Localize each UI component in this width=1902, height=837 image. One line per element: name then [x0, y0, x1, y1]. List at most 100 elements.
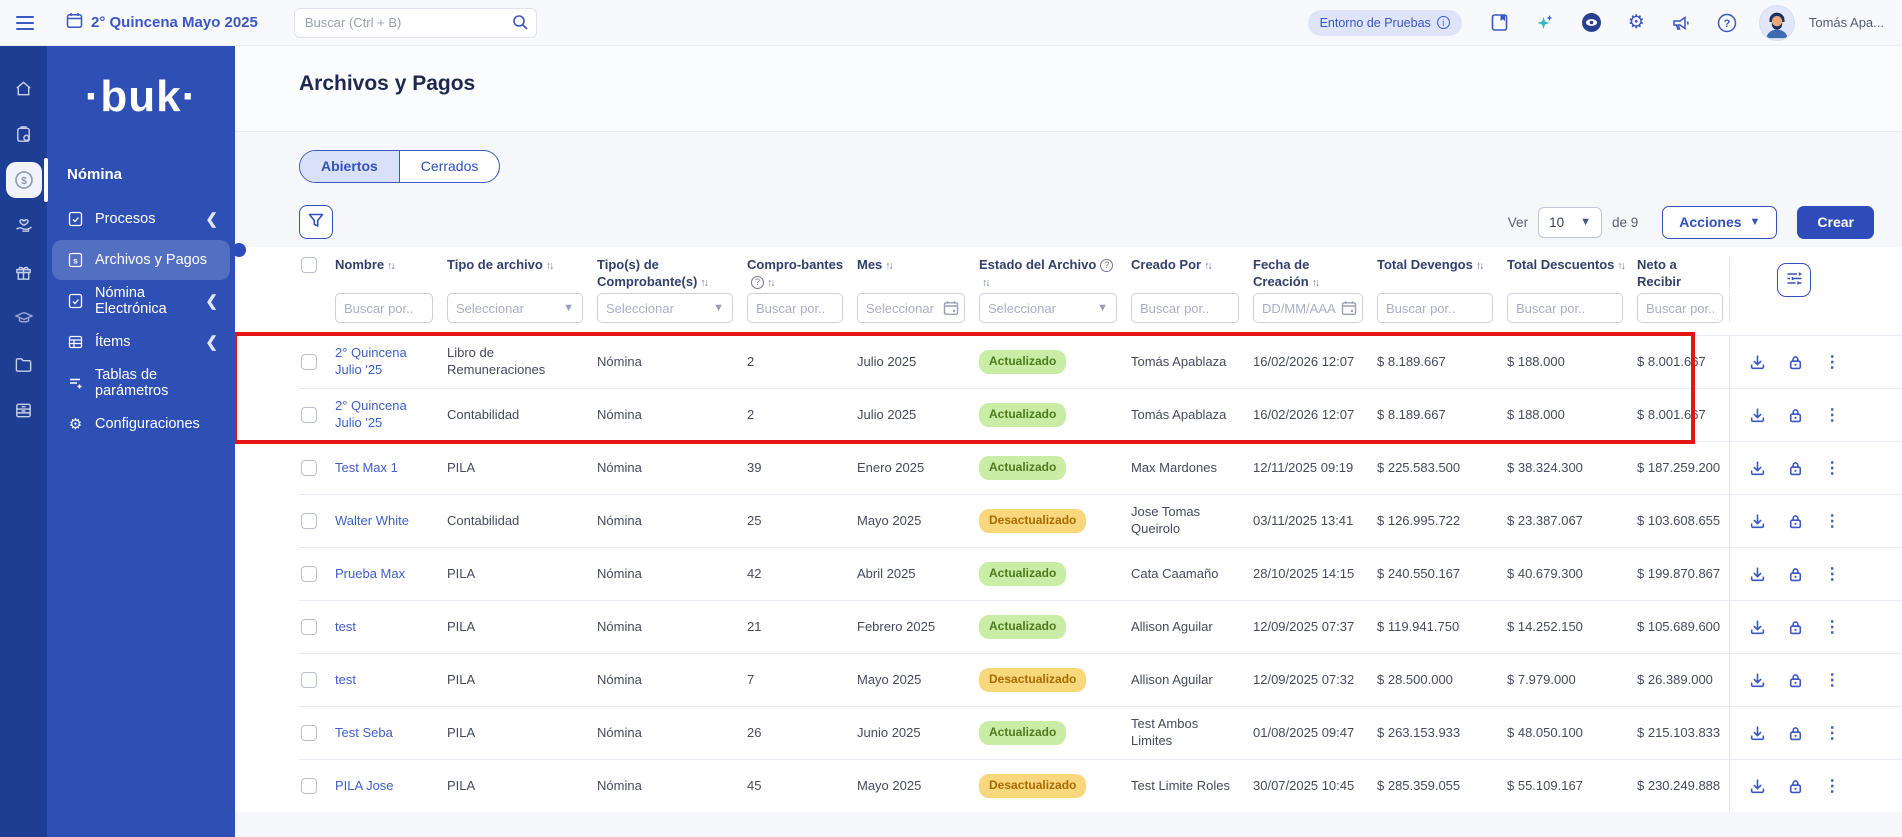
lock-button[interactable]	[1785, 352, 1806, 373]
sort-icon[interactable]: ↑↓	[885, 260, 893, 272]
row-checkbox[interactable]	[301, 725, 317, 741]
lock-button[interactable]	[1785, 617, 1806, 638]
rail-training-icon[interactable]	[6, 300, 42, 336]
download-button[interactable]	[1747, 352, 1768, 373]
calendar-icon[interactable]	[943, 300, 959, 321]
kebab-menu-button[interactable]: ⋮	[1822, 456, 1842, 480]
download-button[interactable]	[1747, 617, 1768, 638]
filter-creado-por-input[interactable]	[1131, 293, 1239, 323]
kebab-menu-button[interactable]: ⋮	[1822, 774, 1842, 798]
rail-cabinet-icon[interactable]	[6, 392, 42, 428]
filter-tipos-comprobante-select[interactable]: Seleccionar ▼	[597, 293, 733, 323]
download-button[interactable]	[1747, 458, 1768, 479]
file-name-link[interactable]: Test Max 1	[335, 459, 398, 475]
calendar-icon[interactable]	[1341, 300, 1357, 321]
column-header-neto-a-recibir[interactable]: Neto a Recibir	[1637, 257, 1682, 289]
file-name-link[interactable]: test	[335, 618, 356, 634]
rail-clipboard-icon[interactable]	[6, 116, 42, 152]
sort-icon[interactable]: ↑↓	[387, 260, 395, 272]
lock-button[interactable]	[1785, 458, 1806, 479]
lock-button[interactable]	[1785, 511, 1806, 532]
filter-comprobantes-input[interactable]	[747, 293, 843, 323]
sidebar-item-procesos[interactable]: Procesos ❮	[52, 199, 230, 239]
sidebar-item-archivos-y-pagos[interactable]: s Archivos y Pagos	[52, 240, 230, 280]
megaphone-icon[interactable]	[1669, 11, 1693, 35]
rail-gift-icon[interactable]	[6, 254, 42, 290]
row-checkbox[interactable]	[301, 672, 317, 688]
row-checkbox[interactable]	[301, 566, 317, 582]
sidebar-item-configuraciones[interactable]: ⚙ Configuraciones	[52, 404, 230, 444]
sort-icon[interactable]: ↑↓	[1311, 276, 1320, 289]
kebab-menu-button[interactable]: ⋮	[1822, 721, 1842, 745]
sort-icon[interactable]: ↑↓	[982, 276, 990, 289]
rail-payroll-icon[interactable]: $	[5, 158, 48, 202]
help-icon[interactable]: ?	[1100, 259, 1114, 273]
file-name-link[interactable]: Test Seba	[335, 724, 393, 740]
row-checkbox[interactable]	[301, 778, 317, 794]
user-avatar[interactable]	[1758, 4, 1795, 41]
eye-icon[interactable]	[1579, 10, 1604, 35]
sort-icon[interactable]: ↑↓	[767, 276, 775, 289]
search-icon[interactable]	[512, 14, 529, 36]
rail-folder-icon[interactable]	[6, 346, 42, 382]
download-button[interactable]	[1747, 564, 1768, 585]
file-name-link[interactable]: Walter White	[335, 512, 409, 528]
sort-icon[interactable]: ↑↓	[1475, 260, 1484, 272]
row-checkbox[interactable]	[301, 513, 317, 529]
column-header-total-descuentos[interactable]: Total Descuentos ↑↓	[1507, 257, 1626, 272]
lock-button[interactable]	[1785, 723, 1806, 744]
lock-button[interactable]	[1785, 405, 1806, 426]
page-size-select[interactable]: 10 ▼	[1538, 206, 1602, 238]
sparkle-ai-icon[interactable]	[1533, 11, 1557, 35]
download-button[interactable]	[1747, 511, 1768, 532]
sort-icon[interactable]: ↑↓	[1617, 260, 1625, 272]
download-button[interactable]	[1747, 405, 1768, 426]
kebab-menu-button[interactable]: ⋮	[1822, 509, 1842, 533]
search-input[interactable]	[293, 7, 537, 38]
file-name-link[interactable]: 2° Quincena Julio '25	[335, 345, 407, 377]
filter-button[interactable]	[299, 205, 333, 239]
file-name-link[interactable]: 2° Quincena Julio '25	[335, 398, 407, 430]
kebab-menu-button[interactable]: ⋮	[1822, 350, 1842, 374]
lock-button[interactable]	[1785, 670, 1806, 691]
column-header-nombre[interactable]: Nombre ↑↓	[335, 257, 395, 272]
column-header-mes[interactable]: Mes ↑↓	[857, 257, 894, 272]
download-button[interactable]	[1747, 670, 1768, 691]
file-name-link[interactable]: PILA Jose	[335, 777, 394, 793]
help-icon[interactable]: ?	[751, 276, 764, 290]
period-selector[interactable]: 2° Quincena Mayo 2025	[66, 12, 258, 33]
column-header-tipos-comprobante[interactable]: Tipo(s) de Comprobante(s) ↑↓	[597, 257, 709, 289]
lock-button[interactable]	[1785, 564, 1806, 585]
download-button[interactable]	[1747, 776, 1768, 797]
column-header-estado[interactable]: Estado del Archivo ?↑↓	[979, 257, 1131, 291]
acciones-button[interactable]: Acciones ▼	[1662, 205, 1778, 239]
kebab-menu-button[interactable]: ⋮	[1822, 668, 1842, 692]
sidebar-item-nomina-electronica[interactable]: Nómina Electrónica ❮	[52, 281, 230, 321]
lock-button[interactable]	[1785, 776, 1806, 797]
sort-icon[interactable]: ↑↓	[545, 260, 554, 272]
row-checkbox[interactable]	[301, 354, 317, 370]
column-settings-button[interactable]	[1777, 263, 1811, 297]
crear-button[interactable]: Crear	[1797, 205, 1874, 239]
column-header-creado-por[interactable]: Creado Por ↑↓	[1131, 257, 1212, 272]
filter-mes-input[interactable]	[857, 293, 965, 323]
rail-benefits-icon[interactable]	[6, 208, 42, 244]
file-name-link[interactable]: Prueba Max	[335, 565, 406, 581]
filter-fecha-input[interactable]	[1253, 293, 1363, 323]
filter-descuentos-input[interactable]	[1507, 293, 1623, 323]
column-header-fecha-creacion[interactable]: Fecha de Creación ↑↓	[1253, 257, 1320, 289]
row-checkbox[interactable]	[301, 407, 317, 423]
kebab-menu-button[interactable]: ⋮	[1822, 615, 1842, 639]
column-header-total-devengos[interactable]: Total Devengos ↑↓	[1377, 257, 1484, 272]
column-header-tipo-archivo[interactable]: Tipo de archivo ↑↓	[447, 257, 554, 272]
filter-neto-input[interactable]	[1637, 293, 1723, 323]
filter-devengos-input[interactable]	[1377, 293, 1493, 323]
tab-cerrados[interactable]: Cerrados	[398, 151, 500, 182]
filter-nombre-input[interactable]	[335, 293, 433, 323]
sidebar-item-tablas-de-parametros[interactable]: Tablas de parámetros	[52, 363, 230, 403]
tab-abiertos[interactable]: Abiertos	[300, 151, 399, 182]
filter-estado-select[interactable]: Seleccionar ▼	[979, 293, 1117, 323]
kebab-menu-button[interactable]: ⋮	[1822, 562, 1842, 586]
sort-icon[interactable]: ↑↓	[700, 276, 708, 289]
select-all-checkbox[interactable]	[301, 257, 317, 273]
